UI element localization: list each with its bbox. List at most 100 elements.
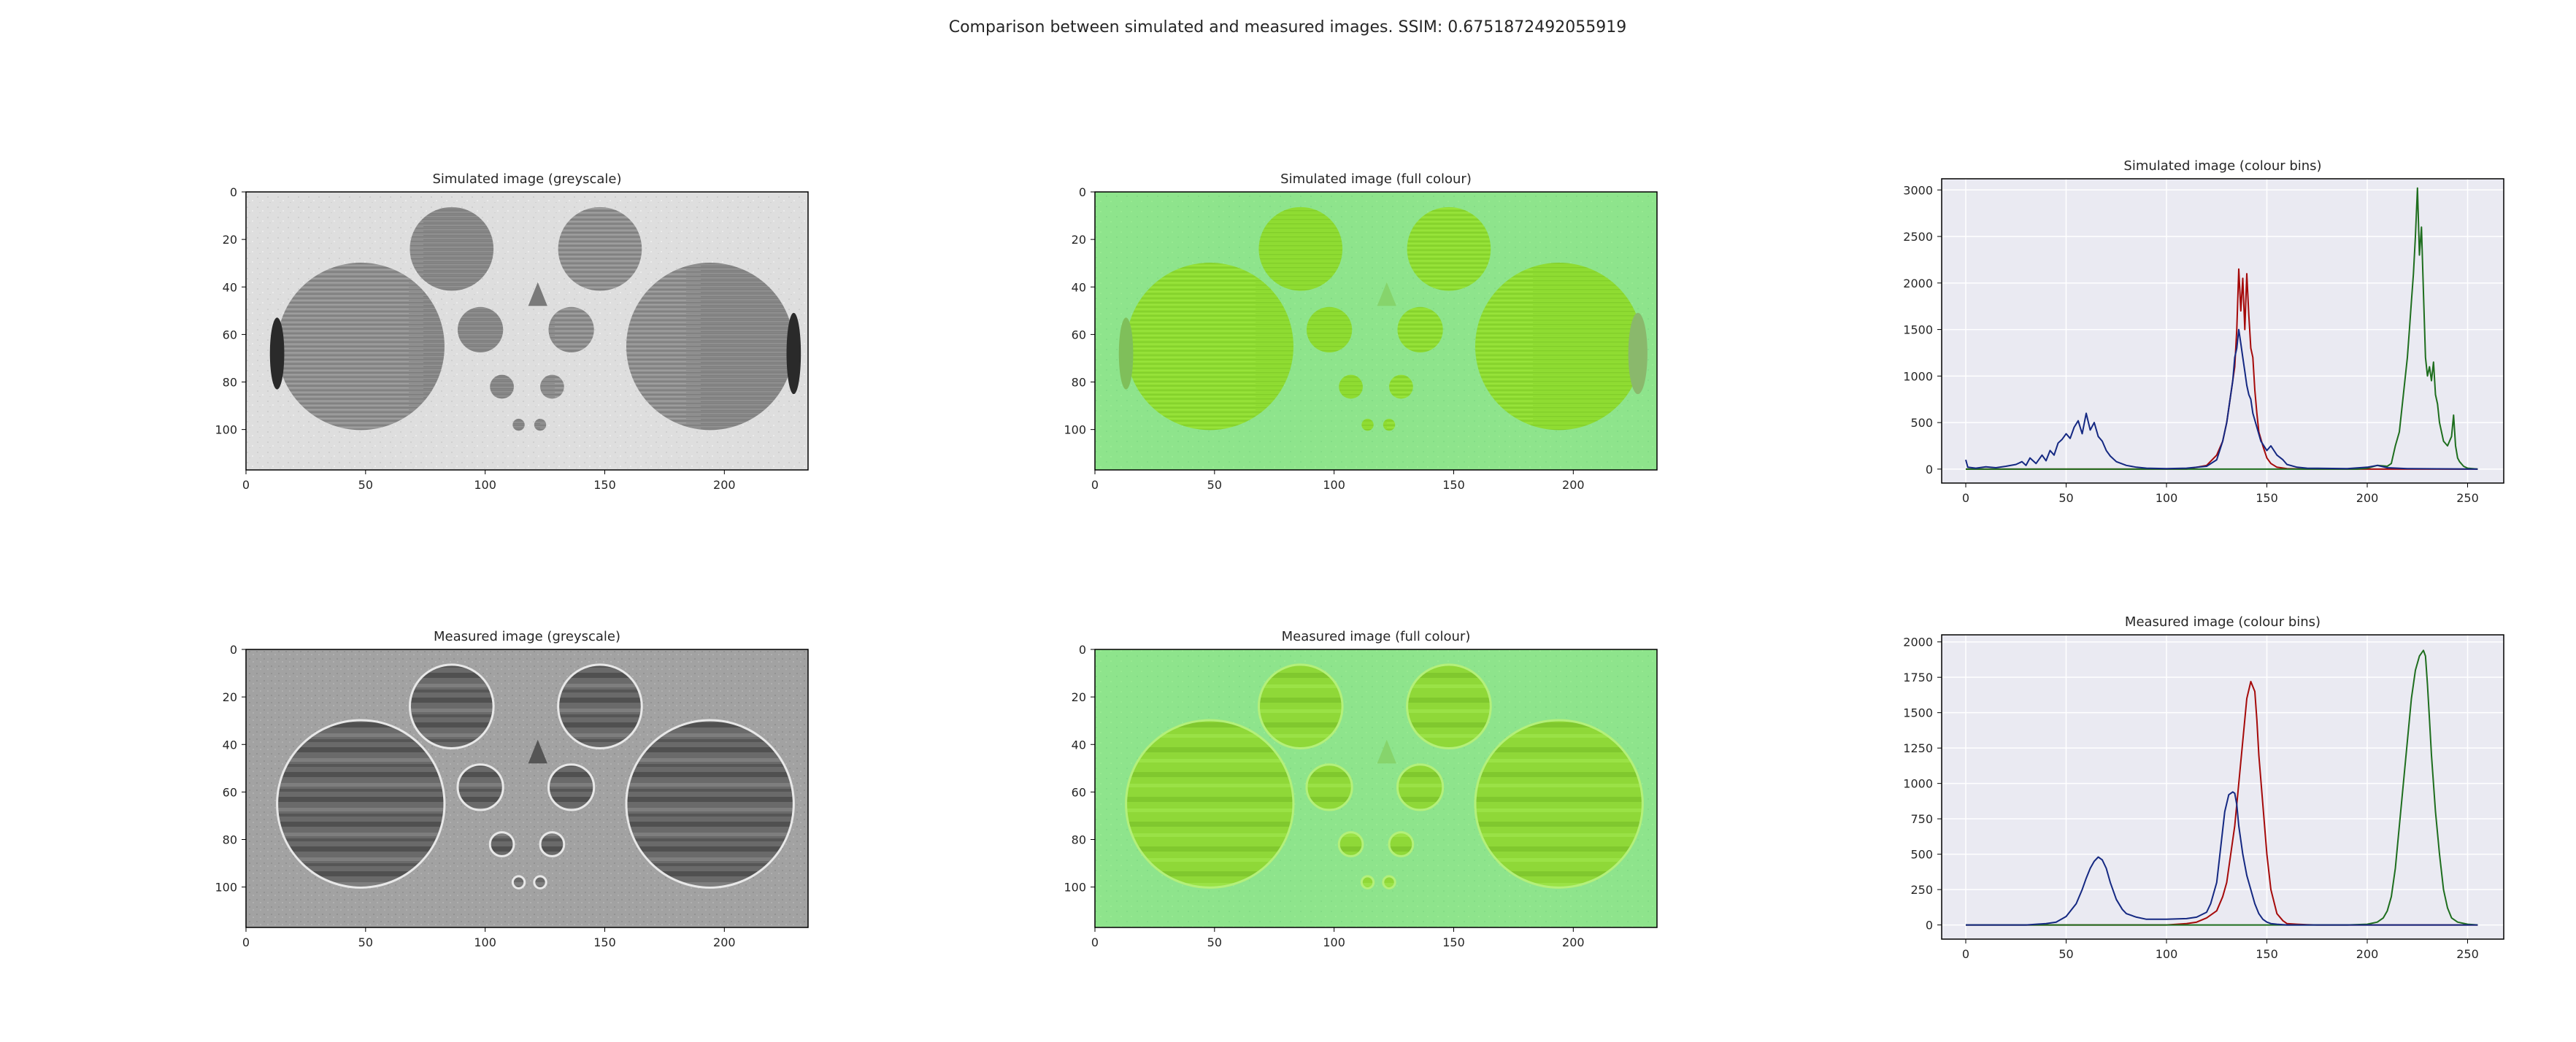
hole xyxy=(1306,306,1353,352)
y-tick-label: 1500 xyxy=(1903,323,1933,337)
hole xyxy=(1125,719,1295,889)
y-tick-label: 0 xyxy=(230,643,237,657)
y-tick-label: 2000 xyxy=(1903,277,1933,290)
y-tick-label: 0 xyxy=(1926,919,1933,933)
plot-background xyxy=(1942,179,2504,483)
x-tick-label: 200 xyxy=(713,478,736,492)
x-tick-label: 150 xyxy=(2256,947,2278,961)
y-tick-label: 80 xyxy=(223,833,237,847)
edge-shadow xyxy=(786,312,801,395)
hole xyxy=(1383,418,1396,431)
panel-title: Simulated image (full colour) xyxy=(1280,171,1472,187)
hole xyxy=(410,207,494,291)
panel-sim_color: Simulated image (full colour) 0 50 100 150 20… xyxy=(1064,171,1658,492)
image-plate xyxy=(246,192,808,470)
x-tick-label: 100 xyxy=(474,478,496,492)
axes-frame xyxy=(1941,178,2504,484)
hole xyxy=(1396,763,1445,811)
panel-title: Simulated image (colour bins) xyxy=(2123,158,2321,174)
hole xyxy=(1382,875,1396,889)
hole xyxy=(457,306,504,352)
x-tick-label: 0 xyxy=(242,478,250,492)
hole xyxy=(1257,663,1344,749)
hole xyxy=(1475,262,1643,431)
x-tick-label: 200 xyxy=(2356,491,2379,505)
image-plate xyxy=(246,649,808,927)
panel-meas_grey: Measured image (greyscale) 0 50 100 150 200 0 2… xyxy=(215,629,809,949)
hole xyxy=(1389,374,1413,399)
x-tick-label: 0 xyxy=(1091,478,1099,492)
x-tick-label: 250 xyxy=(2456,947,2479,961)
hole xyxy=(1407,207,1491,291)
y-tick-label: 0 xyxy=(1079,185,1086,199)
x-tick-label: 50 xyxy=(2058,947,2073,961)
y-tick-label: 80 xyxy=(1072,376,1086,390)
triangle-marker xyxy=(528,739,547,764)
x-tick-label: 50 xyxy=(358,935,373,949)
y-tick-label: 2000 xyxy=(1903,636,1933,649)
panel-title: Measured image (full colour) xyxy=(1282,629,1471,644)
hole xyxy=(533,875,547,889)
x-tick-label: 0 xyxy=(1962,491,1969,505)
x-tick-label: 100 xyxy=(2156,491,2178,505)
hole xyxy=(488,831,515,857)
hole xyxy=(547,763,596,811)
series-line-blue xyxy=(1966,791,2478,926)
y-tick-label: 20 xyxy=(223,690,237,704)
y-tick-label: 0 xyxy=(1079,643,1086,657)
hole xyxy=(490,374,514,399)
x-tick-label: 0 xyxy=(242,935,250,949)
hole xyxy=(548,306,594,352)
axes-frame xyxy=(245,649,809,928)
hole xyxy=(1305,763,1353,811)
figure-suptitle: Comparison between simulated and measure… xyxy=(949,18,1627,36)
y-tick-label: 40 xyxy=(223,738,237,752)
panel-meas_color: Measured image (full colour)0 50 100 150 200… xyxy=(1064,629,1658,949)
y-tick-label: 40 xyxy=(1072,280,1086,294)
axes-frame xyxy=(1941,634,2504,940)
x-tick-label: 100 xyxy=(474,935,496,949)
panel-sim_hist: Simulated image (colour bins) 0 50 100 150 20… xyxy=(1903,158,2504,505)
x-tick-label: 0 xyxy=(1091,935,1099,949)
triangle-marker xyxy=(528,282,547,306)
x-tick-label: 150 xyxy=(593,478,616,492)
panel-title: Measured image (colour bins) xyxy=(2125,614,2321,630)
hole xyxy=(1339,374,1363,399)
y-tick-label: 1250 xyxy=(1903,741,1933,755)
hole xyxy=(1397,306,1443,352)
y-tick-label: 80 xyxy=(1072,833,1086,847)
y-tick-label: 0 xyxy=(1926,463,1933,476)
series-line-green xyxy=(1966,187,2478,470)
series-line-green xyxy=(1966,649,2478,926)
hole xyxy=(1406,663,1492,749)
hole xyxy=(511,875,526,889)
series-line-red xyxy=(1966,681,2478,926)
edge-shadow xyxy=(1118,317,1134,390)
x-tick-label: 200 xyxy=(1562,478,1585,492)
hole xyxy=(277,262,445,431)
hole xyxy=(408,663,495,749)
image-plate xyxy=(1095,192,1657,470)
x-tick-label: 50 xyxy=(1207,478,1222,492)
x-tick-label: 50 xyxy=(358,478,373,492)
y-tick-label: 60 xyxy=(1072,328,1086,341)
y-tick-label: 100 xyxy=(215,881,237,895)
plot-background xyxy=(1942,635,2504,939)
x-tick-label: 150 xyxy=(1442,478,1465,492)
series-line-blue xyxy=(1965,328,2478,470)
hole xyxy=(456,763,504,811)
y-tick-label: 1000 xyxy=(1903,369,1933,383)
axes-frame xyxy=(1094,191,1658,471)
x-tick-label: 200 xyxy=(1562,935,1585,949)
y-tick-label: 20 xyxy=(1072,690,1086,704)
x-tick-label: 150 xyxy=(593,935,616,949)
y-tick-label: 500 xyxy=(1910,848,1933,862)
hole xyxy=(626,262,794,431)
hole xyxy=(1361,418,1374,431)
y-tick-label: 100 xyxy=(215,423,237,437)
y-tick-label: 20 xyxy=(223,233,237,247)
edge-shadow xyxy=(269,317,285,390)
y-tick-label: 2500 xyxy=(1903,230,1933,244)
x-tick-label: 50 xyxy=(2058,491,2073,505)
hole xyxy=(540,374,564,399)
